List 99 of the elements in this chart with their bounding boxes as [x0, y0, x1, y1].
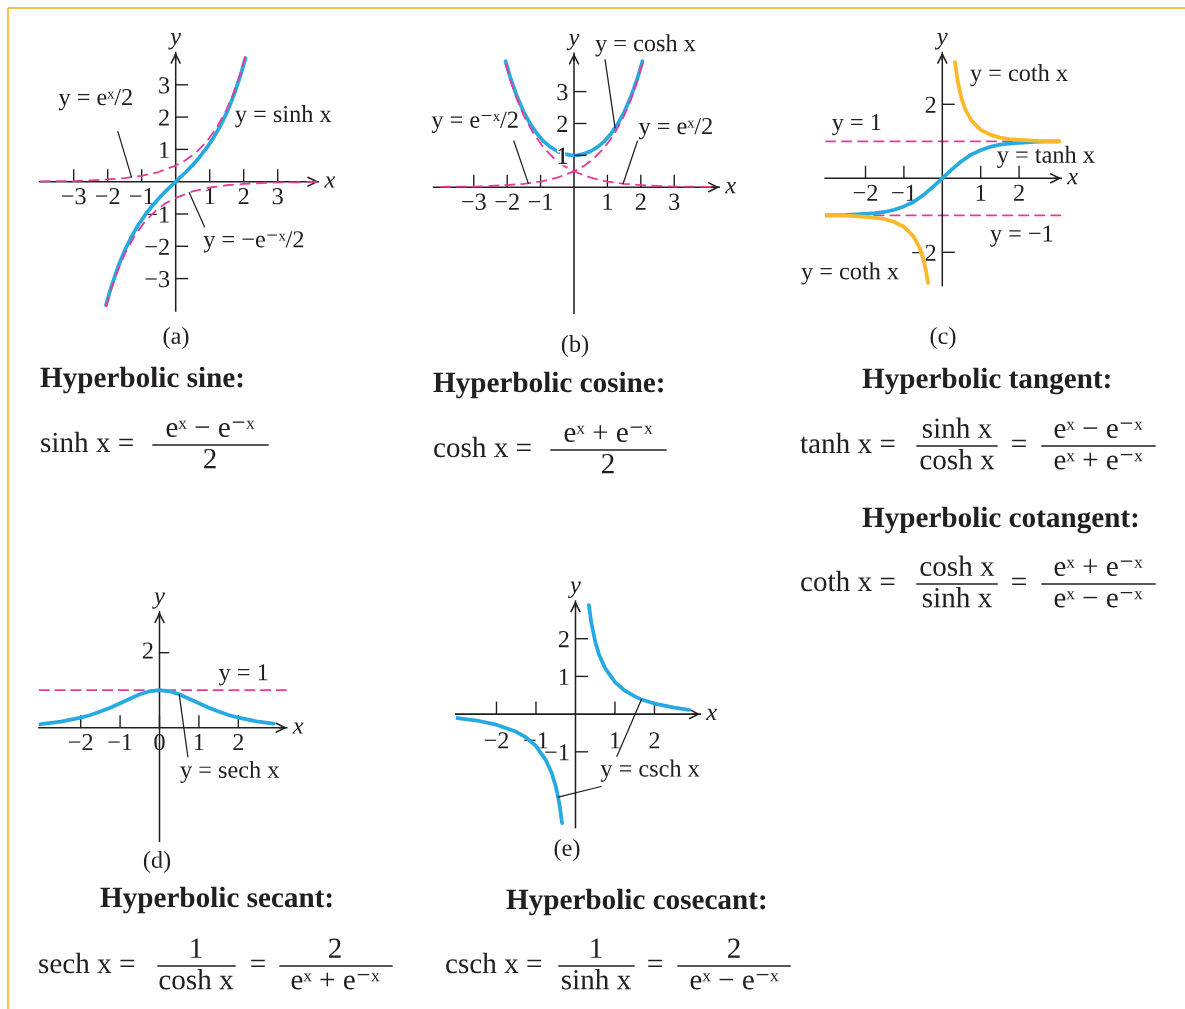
y-tick-label: 1 — [559, 668, 569, 685]
y-tick-label: 2 — [557, 115, 568, 132]
text: cosh x — [920, 555, 995, 577]
x-tick-label: −2 — [484, 732, 509, 749]
x-axis-title: x — [292, 722, 304, 734]
annotation: y = eˣ/2 — [638, 117, 712, 140]
text: (c) — [930, 326, 956, 350]
y-tick-label: 1 — [160, 141, 169, 158]
y-axis-title: y — [168, 33, 182, 50]
text: eˣ − e⁻ˣ — [1054, 591, 1143, 608]
text: sinh x = — [41, 431, 133, 453]
x-axis-title: x — [324, 176, 336, 188]
text: 2 — [328, 938, 341, 958]
text: Hyperbolic tangent: — [862, 367, 1110, 395]
y-tick-label: −1 — [145, 206, 169, 223]
x-tick-label: 2 — [233, 734, 244, 751]
text: coth x = — [801, 570, 895, 592]
series-label: y = sinh x — [235, 105, 332, 128]
x-tick-label: 1 — [611, 732, 620, 749]
x-tick-label: −2 — [495, 193, 519, 210]
text: 1 — [191, 938, 202, 958]
ref-line-label: y = 1 — [218, 664, 268, 686]
x-tick-label: 2 — [635, 193, 646, 210]
annotation: y = e⁻ˣ/2 — [431, 111, 518, 133]
x-tick-label: −2 — [95, 188, 120, 205]
x-tick-label: 1 — [976, 184, 986, 201]
x-tick-label: 2 — [238, 188, 249, 205]
text: = — [1012, 577, 1026, 585]
y-tick-label: 3 — [557, 83, 568, 101]
y-tick-label: 2 — [558, 631, 569, 648]
y-axis-title: y — [566, 33, 580, 51]
text: eˣ − e⁻ˣ — [1054, 421, 1143, 439]
x-tick-label: 1 — [194, 734, 204, 751]
text: Hyperbolic sine: — [40, 366, 243, 394]
text: y = eˣ/2 — [58, 89, 132, 111]
x-tick-label: −1 — [108, 734, 132, 751]
ref-line-label: y = 1 — [832, 114, 881, 136]
series-label: y = cosh x — [595, 34, 696, 57]
x-tick-label: 3 — [669, 193, 680, 210]
x-axis-title: x — [706, 708, 717, 720]
x-tick-label: −1 — [129, 188, 154, 205]
text: (d) — [143, 850, 171, 874]
x-tick-label: 1 — [603, 193, 613, 210]
x-tick-label: 2 — [649, 732, 660, 749]
y-tick-label: −3 — [145, 270, 170, 288]
text: eˣ − e⁻ˣ — [690, 973, 779, 990]
x-tick-label: −1 — [528, 193, 553, 210]
text: (e) — [554, 838, 580, 862]
series-label: y = csch x — [600, 759, 700, 782]
text: eˣ + e⁻ˣ — [564, 425, 653, 443]
text: 1 — [591, 938, 602, 958]
y-axis-title: y — [152, 592, 165, 609]
x-axis-title: x — [725, 181, 736, 194]
series-label: y = tanh x — [997, 145, 1095, 168]
text: cosh x = — [434, 436, 531, 458]
text: = — [1012, 439, 1026, 447]
text: Hyperbolic secant: — [100, 886, 332, 914]
text: sech x = — [39, 952, 135, 974]
text: tanh x = — [800, 432, 895, 454]
series-label: y = coth x — [970, 64, 1068, 87]
text: Hyperbolic cosecant: — [506, 888, 766, 916]
ref-line-label: y = −1 — [990, 225, 1053, 247]
x-tick-label: 1 — [205, 188, 215, 205]
y-tick-label: 3 — [159, 77, 170, 94]
x-tick-label: −3 — [61, 188, 86, 205]
text: 2 — [203, 448, 216, 469]
series-label: y = −e⁻ˣ/2 — [203, 231, 304, 253]
y-tick-label: −2 — [145, 238, 169, 255]
text: cosh x — [920, 449, 995, 470]
text: eˣ + e⁻ˣ — [1054, 452, 1143, 470]
text: eˣ + e⁻ˣ — [291, 972, 380, 990]
text: 2 — [601, 453, 614, 474]
text: (b) — [561, 334, 589, 358]
x-tick-label: −2 — [853, 184, 878, 201]
text: sinh x — [922, 587, 992, 608]
y-axis-title: y — [934, 33, 948, 50]
y-tick-label: 2 — [159, 109, 169, 126]
x-tick-label: 2 — [1014, 184, 1024, 201]
line-series — [39, 55, 247, 183]
series-label: y = sech x — [180, 760, 280, 784]
text: = — [251, 959, 265, 967]
text: Hyperbolic cosine: — [433, 371, 663, 399]
text: sinh x — [922, 417, 992, 439]
x-tick-label: −1 — [892, 184, 916, 201]
text: (a) — [163, 326, 189, 350]
text: cosh x — [159, 969, 234, 990]
text: 2 — [727, 938, 740, 958]
text: = — [648, 959, 662, 967]
x-tick-label: −3 — [462, 193, 486, 210]
y-axis-title: y — [568, 581, 581, 598]
x-axis-title: x — [1067, 172, 1078, 185]
text: sinh x — [561, 969, 631, 990]
text: Hyperbolic cotangent: — [862, 506, 1138, 534]
text: eˣ − e⁻ˣ — [166, 420, 255, 438]
text: eˣ + e⁻ˣ — [1054, 559, 1143, 577]
x-tick-label: −2 — [68, 734, 93, 751]
x-tick-label: 3 — [272, 188, 283, 205]
series-label: y = coth x — [801, 262, 899, 285]
text: csch x = — [446, 952, 542, 974]
